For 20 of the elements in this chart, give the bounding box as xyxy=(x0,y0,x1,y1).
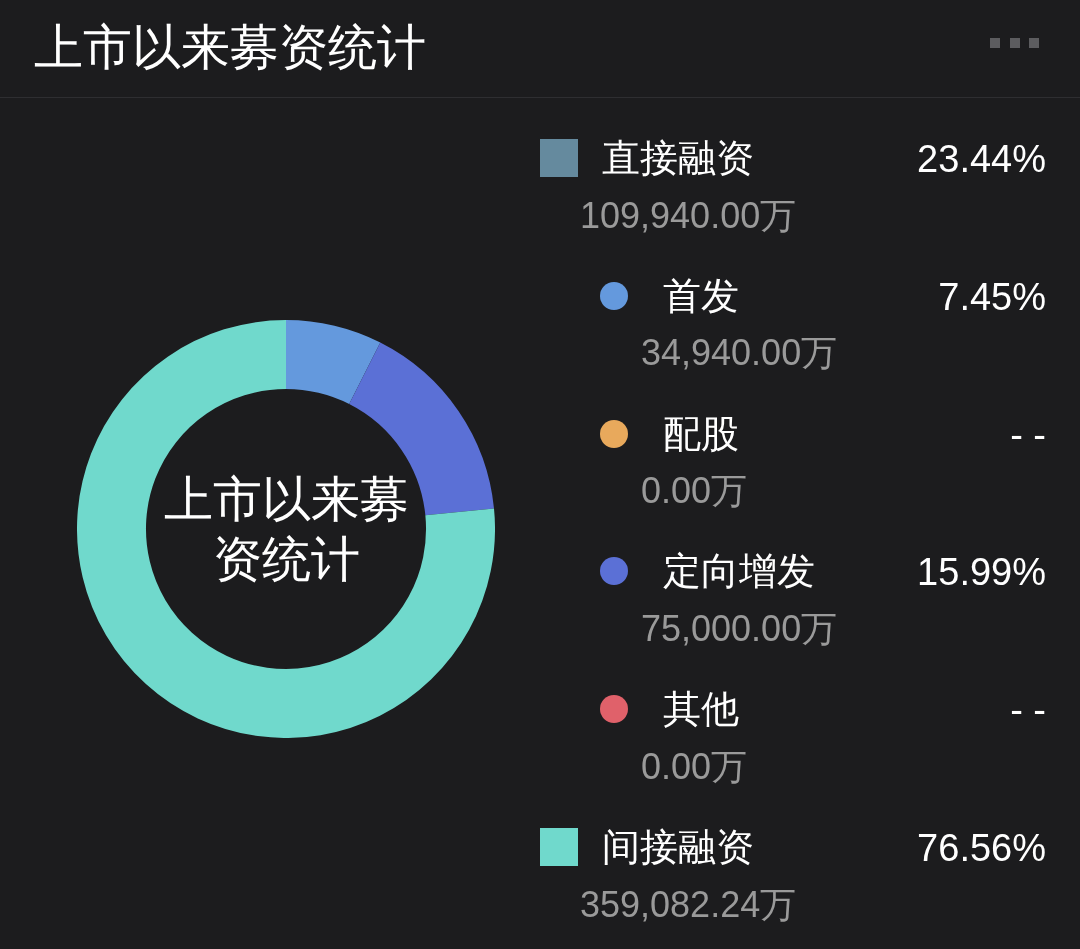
legend-label: 首发 xyxy=(663,273,739,319)
legend-label: 间接融资 xyxy=(602,825,754,870)
legend-label: 定向增发 xyxy=(663,549,815,595)
chart-title: 上市以来募资统计 xyxy=(34,18,426,76)
text: 0.00万 xyxy=(641,470,748,512)
data-label: 75,000.00万 xyxy=(641,606,838,650)
data-label: 359,082.24万 xyxy=(580,882,797,926)
legend-label: 其他 xyxy=(663,687,739,733)
text: 上市以来募资统计 xyxy=(162,471,410,588)
text: 23.44% xyxy=(917,137,1046,182)
text: 7.45% xyxy=(938,274,1046,320)
text: 直接融资 xyxy=(602,136,754,181)
text: 15.99% xyxy=(917,550,1046,596)
text: 0.00万 xyxy=(641,745,748,787)
legend-label: 配股 xyxy=(663,411,739,457)
data-label: 34,940.00万 xyxy=(641,331,838,375)
text: 76.56% xyxy=(917,826,1046,871)
text: - - xyxy=(1010,688,1046,734)
text: - - xyxy=(1010,412,1046,458)
text: 109,940.00万 xyxy=(580,193,797,237)
